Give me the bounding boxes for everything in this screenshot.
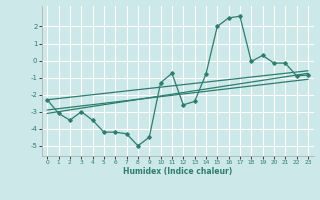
- X-axis label: Humidex (Indice chaleur): Humidex (Indice chaleur): [123, 167, 232, 176]
